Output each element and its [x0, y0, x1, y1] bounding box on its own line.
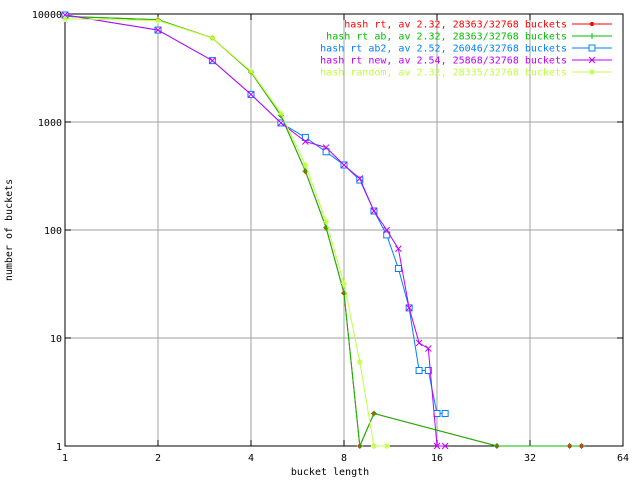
- data-point: [383, 443, 390, 449]
- legend-marker: [589, 21, 595, 27]
- legend-label: hash rt ab, av 2.32, 28363/32768 buckets: [326, 32, 567, 43]
- y-tick-label: 10: [50, 334, 62, 345]
- x-tick-labels: 1 2 4 8 16 32 64: [62, 453, 629, 464]
- legend-label: hash random, av 2.32, 28335/32768 bucket…: [320, 68, 567, 79]
- data-point: [433, 442, 441, 450]
- data-point: [341, 280, 347, 287]
- data-point: [356, 175, 364, 182]
- data-point: [370, 410, 377, 417]
- data-point: [383, 226, 391, 234]
- data-point: [155, 17, 161, 24]
- data-point: [356, 443, 363, 449]
- data-point: [247, 91, 255, 98]
- series-5: [62, 15, 390, 449]
- data-point: [323, 218, 330, 225]
- legend-marker: [588, 56, 596, 64]
- legend-entry: hash rt ab, av 2.32, 28363/32768 buckets: [326, 32, 612, 43]
- x-tick-label: 4: [248, 453, 254, 464]
- data-point: [301, 133, 309, 141]
- data-point: [302, 161, 309, 168]
- data-point: [415, 367, 423, 375]
- data-point: [395, 245, 402, 253]
- legend-label: hash rt, av 2.32, 28363/32768 buckets: [344, 20, 567, 31]
- data-point: [209, 34, 216, 41]
- legend-marker: [588, 44, 596, 52]
- x-tick-label: 16: [431, 453, 443, 464]
- y-tick-label: 1000: [38, 118, 62, 129]
- data-point: [154, 26, 162, 34]
- series-layer: [61, 11, 585, 450]
- data-point: [322, 144, 330, 151]
- x-tick-label: 1: [62, 453, 68, 464]
- data-point: [340, 161, 348, 169]
- x-tick-label: 32: [524, 453, 536, 464]
- legend-label: hash rt new, av 2.54, 25868/32768 bucket…: [320, 56, 567, 67]
- data-point: [277, 119, 285, 127]
- y-tick-labels: 1 10 100 1000 10000: [32, 10, 62, 453]
- y-axis-label: number of buckets: [4, 179, 15, 281]
- data-point: [356, 358, 363, 365]
- legend-entry: hash rt, av 2.32, 28363/32768 buckets: [344, 20, 612, 31]
- data-point: [441, 409, 449, 417]
- data-point: [248, 68, 254, 75]
- data-point: [62, 15, 68, 22]
- data-point: [566, 443, 573, 449]
- x-tick-label: 8: [341, 453, 347, 464]
- y-tick-label: 10000: [32, 10, 62, 21]
- x-axis-label: bucket length: [291, 467, 369, 478]
- data-point: [322, 148, 330, 156]
- legend-marker: [589, 69, 595, 75]
- data-point: [415, 339, 423, 347]
- grid-lines: [65, 14, 623, 446]
- data-point: [394, 265, 402, 273]
- y-tick-label: 100: [44, 226, 62, 237]
- data-point: [493, 443, 500, 449]
- data-point: [302, 138, 309, 145]
- data-point: [433, 409, 441, 417]
- data-point: [405, 304, 413, 312]
- data-point: [370, 443, 377, 449]
- legend-entry: hash rt new, av 2.54, 25868/32768 bucket…: [320, 56, 612, 67]
- legend-entry: hash rt ab2, av 2.52, 26046/32768 bucket…: [320, 44, 612, 55]
- data-point: [578, 443, 585, 449]
- legend-entry: hash random, av 2.32, 28335/32768 bucket…: [320, 68, 612, 79]
- data-point: [424, 345, 432, 352]
- data-point: [370, 207, 378, 215]
- data-point: [441, 442, 449, 450]
- data-point: [424, 367, 432, 375]
- data-point: [277, 110, 284, 117]
- x-tick-label: 64: [617, 453, 629, 464]
- legend: hash rt, av 2.32, 28363/32768 bucketshas…: [320, 20, 612, 79]
- x-tick-label: 2: [155, 453, 161, 464]
- y-tick-label: 1: [56, 442, 62, 453]
- data-point: [209, 57, 216, 64]
- legend-marker: [589, 33, 595, 39]
- data-point: [356, 176, 364, 184]
- legend-label: hash rt ab2, av 2.52, 26046/32768 bucket…: [320, 44, 567, 55]
